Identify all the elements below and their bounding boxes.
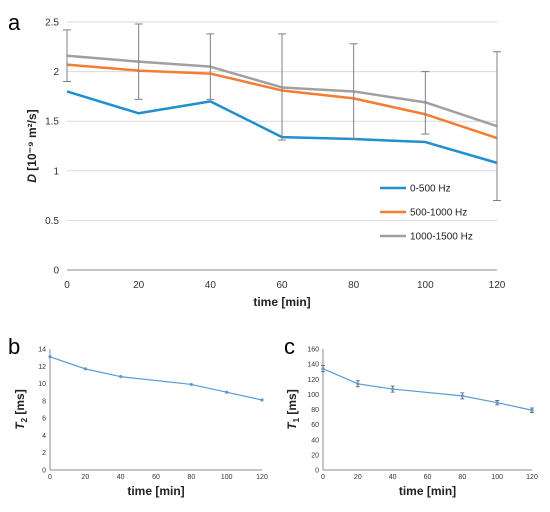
x-tick-label: 20 [81, 474, 89, 481]
data-point [321, 367, 325, 371]
x-tick-label: 60 [152, 474, 160, 481]
y-axis-label-symbol: D [25, 174, 39, 183]
y-tick-label: 0 [53, 266, 59, 277]
data-point [119, 375, 123, 379]
y-axis-label-unit: [10⁻⁹ m²/s] [25, 109, 39, 174]
y-tick-label: 0.5 [45, 216, 59, 227]
x-tick-label: 0 [48, 474, 52, 481]
y-tick-label: 20 [311, 452, 319, 459]
panel-letter-b: b [8, 334, 20, 359]
y-tick-label: 120 [307, 377, 319, 384]
y-axis-label-unit: [ms] [285, 389, 299, 418]
y-axis-label-symbol: T [285, 421, 299, 430]
panel-letter-a: a [8, 10, 21, 35]
panel-letter-c: c [284, 334, 295, 359]
x-tick-label: 120 [526, 474, 538, 481]
y-axis-label-subscript: 1 [292, 417, 301, 422]
y-tick-label: 6 [42, 416, 46, 423]
y-tick-label: 8 [42, 398, 46, 405]
y-axis-label-unit: [ms] [13, 389, 27, 418]
y-axis-label-subscript: 2 [20, 417, 29, 422]
data-point [225, 390, 229, 394]
chart-panel-a: 0 0.5 1 1.5 2 2.5 0 20 40 60 80 100 120 time [min] D [… [25, 18, 506, 310]
x-tick-label: 20 [133, 280, 145, 291]
x-tick-label: 0 [321, 474, 325, 481]
x-tick-label: 80 [348, 280, 360, 291]
y-tick-label: 80 [311, 407, 319, 414]
x-tick-label: 20 [354, 474, 362, 481]
x-tick-label: 120 [489, 280, 506, 291]
y-axis-label: T1 [ms] [285, 389, 301, 429]
data-point [391, 387, 395, 391]
y-axis-label-symbol: T [13, 421, 27, 430]
data-point [356, 382, 360, 386]
legend-label-2: 500-1000 Hz [410, 208, 467, 219]
x-tick-label: 60 [424, 474, 432, 481]
y-axis-label: T2 [ms] [13, 389, 29, 429]
x-tick-label: 40 [117, 474, 125, 481]
y-tick-label: 0 [42, 468, 46, 475]
y-tick-label: 100 [307, 392, 319, 399]
legend: 0-500 Hz 500-1000 Hz 1000-1500 Hz [380, 184, 473, 243]
series-line [49, 356, 263, 401]
legend-label-3: 1000-1500 Hz [410, 232, 473, 243]
data-point [460, 394, 464, 398]
y-tick-label: 140 [307, 362, 319, 369]
series-line [322, 368, 533, 411]
chart-panel-c: 0 20 40 60 80 100 120 140 160 0 20 40 60 80 100 120 time… [285, 347, 538, 499]
y-tick-label: 1 [53, 166, 59, 177]
data-point [495, 401, 499, 405]
legend-label-1: 0-500 Hz [410, 184, 451, 195]
x-axis-label: time [min] [127, 484, 184, 498]
y-tick-label: 12 [38, 364, 46, 371]
y-tick-label: 4 [42, 433, 46, 440]
y-tick-label: 40 [311, 437, 319, 444]
x-tick-label: 80 [187, 474, 195, 481]
y-tick-label: 2.5 [45, 18, 59, 29]
y-tick-label: 10 [38, 381, 46, 388]
data-point [260, 398, 264, 402]
y-tick-label: 60 [311, 422, 319, 429]
x-tick-label: 0 [64, 280, 70, 291]
y-tick-label: 2 [53, 67, 59, 78]
x-tick-label: 120 [256, 474, 268, 481]
data-point [83, 367, 87, 371]
y-tick-label: 0 [315, 468, 319, 475]
y-axis-label: D [10⁻⁹ m²/s] [25, 109, 39, 182]
x-tick-label: 100 [491, 474, 503, 481]
data-point [48, 355, 52, 359]
y-tick-label: 160 [307, 347, 319, 354]
x-tick-label: 100 [417, 280, 434, 291]
x-tick-label: 40 [205, 280, 217, 291]
data-point [189, 382, 193, 387]
x-tick-label: 100 [221, 474, 233, 481]
x-tick-label: 60 [276, 280, 288, 291]
x-tick-label: 80 [458, 474, 466, 481]
x-axis-label: time [min] [253, 295, 310, 309]
y-tick-label: 2 [42, 450, 46, 457]
y-tick-label: 14 [38, 347, 46, 354]
data-point [530, 408, 534, 412]
y-tick-label: 1.5 [45, 117, 59, 128]
x-axis-label: time [min] [399, 484, 456, 498]
x-tick-label: 40 [389, 474, 397, 481]
